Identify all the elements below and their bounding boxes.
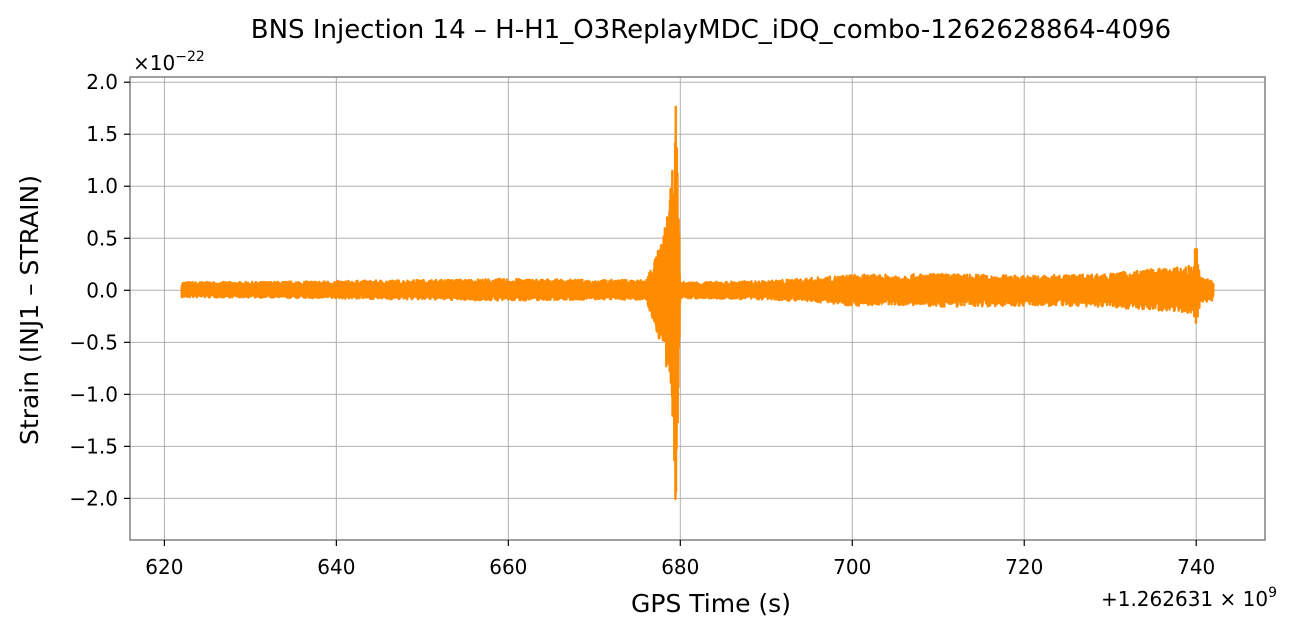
y-tick-label: −0.5	[69, 330, 118, 354]
y-axis-label: Strain (INJ1 – STRAIN)	[15, 175, 44, 445]
y-tick-label: 0.5	[86, 226, 118, 250]
plot-frame	[129, 76, 1266, 541]
x-tick-label: 640	[317, 555, 355, 579]
y-axis-ticks: 2.0 1.5 1.0 0.5 0.0 −0.5 −1.0 −1.5 −2.0	[69, 70, 130, 510]
grid	[130, 77, 1265, 540]
x-tick-label: 700	[833, 555, 871, 579]
y-multiplier: ×10−22	[133, 49, 205, 75]
y-tick-label: −1.0	[69, 382, 118, 406]
x-offset: +1.262631 × 109	[1101, 585, 1277, 611]
x-tick-label: 660	[489, 555, 527, 579]
x-tick-label: 720	[1005, 555, 1043, 579]
y-tick-label: −1.5	[69, 434, 118, 458]
y-tick-label: 2.0	[86, 70, 118, 94]
strain-series	[180, 105, 1215, 501]
x-axis-label: GPS Time (s)	[631, 589, 791, 618]
x-tick-label: 620	[145, 555, 183, 579]
x-axis-ticks: 620 640 660 680 700 720 740	[145, 540, 1215, 579]
strain-trace	[180, 105, 1215, 501]
x-tick-label: 680	[661, 555, 699, 579]
y-tick-label: −2.0	[69, 486, 118, 510]
y-tick-label: 1.0	[86, 174, 118, 198]
chart-title: BNS Injection 14 – H-H1_O3ReplayMDC_iDQ_…	[251, 15, 1171, 45]
y-tick-label: 0.0	[86, 278, 118, 302]
y-tick-label: 1.5	[86, 122, 118, 146]
x-tick-label: 740	[1177, 555, 1215, 579]
